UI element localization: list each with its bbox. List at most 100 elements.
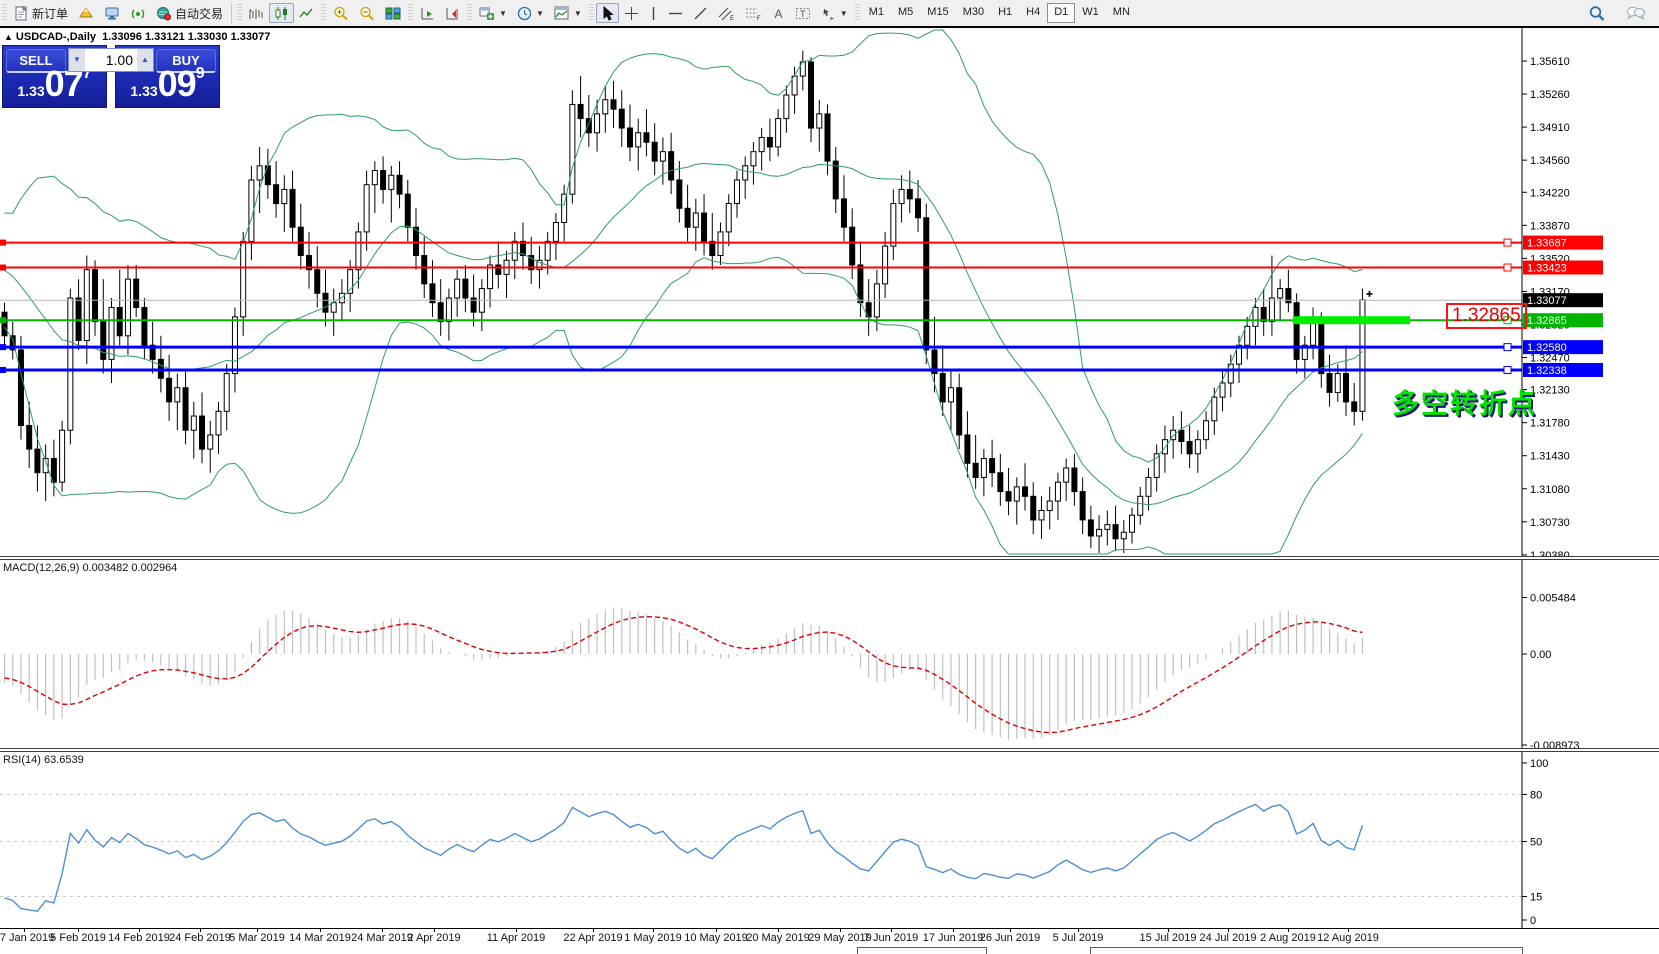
text-button[interactable]: A [767,3,790,23]
fibonacci-button[interactable]: F [740,3,767,23]
chart-symbol-period: USDCAD-,Daily [15,31,96,43]
svg-text:1.35260: 1.35260 [1530,89,1570,101]
new-chart-dropdown-icon[interactable]: ▼ [499,8,507,18]
timeframe-h4-button[interactable]: H4 [1026,6,1041,18]
date-label: 5 Feb 2019 [50,932,106,944]
vertical-line-icon [652,6,654,20]
chart-title: ▲ USDCAD-,Daily 1.33096 1.33121 1.33030 1… [4,31,270,43]
date-label: 5 Jul 2019 [1052,932,1104,944]
buy-tile[interactable]: BUY 1.33099 [115,45,220,108]
auto-trading-icon [157,6,172,20]
macd-indicator-label: MACD(12,26,9) 0.003482 0.002964 [3,562,177,574]
svg-text:1.33077: 1.33077 [1527,295,1567,307]
fibonacci-icon: F [745,8,761,21]
tile-windows-icon [385,7,401,19]
auto-trading-button[interactable]: 自动交易 [151,3,228,23]
date-tick [1228,929,1229,932]
svg-text:1.31780: 1.31780 [1530,418,1570,430]
date-label: 26 Jun 2019 [979,932,1041,944]
new-chart-icon [479,7,495,20]
profiles-dropdown-icon[interactable]: ▼ [535,8,544,18]
arrows-button[interactable]: ▼ [816,3,853,23]
date-tick [78,929,79,932]
auto-scroll-button[interactable] [415,3,440,23]
timeframe-h1-button[interactable]: H1 [998,6,1013,18]
chart-bars-button[interactable] [244,3,269,23]
profiles-button[interactable]: ▼ [512,3,549,23]
gold-symbol-icon [79,6,93,17]
new-order-button[interactable]: 新订单 [9,3,73,23]
arrows-icon [823,8,834,20]
timeframe-m15-button[interactable]: M15 [927,6,949,18]
text-label-icon: T [795,7,810,19]
sell-tile[interactable]: SELL 1.33077 [2,45,107,108]
crosshair-button[interactable] [619,3,644,23]
volume-stepper[interactable]: ▼ ▲ [68,48,154,72]
horizontal-line-icon [668,12,682,14]
buy-button[interactable]: BUY [156,49,216,73]
tile-windows-button[interactable] [380,3,406,23]
price-chart[interactable]: 1.35610 1.35260 1.34910 1.34560 1.34220 1.338… [0,28,1659,556]
gold-symbol-button[interactable] [73,3,99,23]
auto-trading-label: 自动交易 [175,6,224,21]
toolbar-grip [2,4,7,22]
svg-text:1.33423: 1.33423 [1527,263,1567,275]
svg-text:1.34560: 1.34560 [1530,155,1570,167]
chart-candles-button[interactable] [269,3,295,23]
date-label: 14 Mar 2019 [289,932,351,944]
macd-panel[interactable]: 0.005484 0.00 -0.008973 [0,560,1659,748]
panel-separator[interactable] [0,556,1659,560]
timeframe-d1-button[interactable]: D1 [1047,3,1076,23]
new-order-label: 新订单 [32,6,69,21]
new-chart-button[interactable]: ▼ [474,3,512,23]
date-label: 1 May 2019 [624,932,682,944]
macd-values: 0.003482 0.002964 [82,562,178,574]
svg-text:0: 0 [1530,915,1536,927]
volume-increase-button[interactable]: ▲ [137,49,153,71]
sell-button[interactable]: SELL [6,49,66,73]
volume-decrease-button[interactable]: ▼ [69,49,85,71]
timeframe-w1-button[interactable]: W1 [1082,6,1099,18]
search-button[interactable] [1583,3,1611,23]
chart-line-button[interactable] [294,3,319,23]
arrows-dropdown-icon[interactable]: ▼ [839,8,848,18]
chat-button[interactable] [1621,3,1651,23]
date-tick [434,929,435,932]
text-label-button[interactable]: T [790,3,816,23]
date-tick [1288,929,1289,932]
date-tick [1078,929,1079,932]
equidistant-channel-button[interactable]: E [713,3,740,23]
chart-shift-button[interactable] [440,3,465,23]
signal-button[interactable] [125,3,151,23]
collapse-triangle-icon[interactable]: ▲ [4,32,13,42]
rsi-panel[interactable]: 100 80 50 15 0 [0,752,1659,928]
indicators-list-dropdown-icon[interactable]: ▼ [573,8,582,18]
background-window-edge [857,947,987,954]
toolbar-grip [588,4,594,22]
svg-text:80: 80 [1530,789,1542,801]
zoom-in-button[interactable] [328,3,354,23]
vertical-line-button[interactable] [644,3,663,23]
timeframe-m1-button[interactable]: M1 [868,6,884,18]
trendline-button[interactable] [688,3,713,23]
volume-input[interactable] [85,49,137,71]
svg-text:1.32470: 1.32470 [1530,353,1570,365]
zoom-out-button[interactable] [354,3,380,23]
market-watch-button[interactable] [99,3,125,23]
signal-icon [131,9,145,18]
buy-price-sup: 9 [195,65,205,82]
timeframe-m5-button[interactable]: M5 [898,6,914,18]
chart-line-icon [299,8,313,17]
search-icon [1589,5,1605,21]
new-order-icon [15,5,28,20]
auto-scroll-icon [421,7,434,19]
panel-separator[interactable] [0,748,1659,752]
timeframe-m30-button[interactable]: M30 [962,6,985,18]
timeframe-mn-button[interactable]: MN [1112,6,1130,18]
cursor-button[interactable] [595,3,619,23]
horizontal-line-button[interactable] [663,3,688,23]
date-tick [1010,929,1011,932]
svg-text:50: 50 [1530,837,1542,849]
indicators-list-button[interactable]: ▼ [549,3,587,23]
